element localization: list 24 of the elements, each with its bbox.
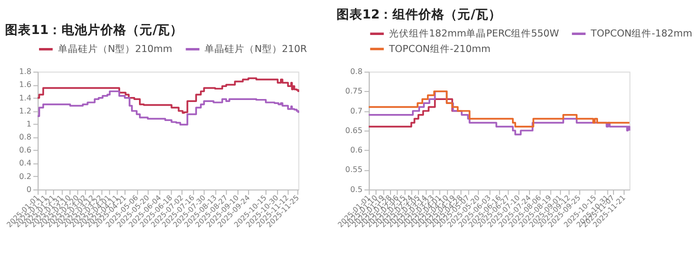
y-tick-label: 1.8 — [19, 67, 32, 76]
y-tick-label: 1 — [26, 119, 32, 128]
y-tick-label: 0.2 — [19, 172, 32, 181]
y-tick-label: 0.5 — [350, 184, 363, 194]
y-tick-label: 0.6 — [350, 146, 363, 155]
y-tick-label: 0.8 — [350, 67, 363, 76]
y-tick-label: 0.8 — [19, 132, 32, 142]
legend-label: 光伏组件182mm单晶PERC组件550W — [389, 28, 560, 40]
legend-label: TOPCON组件-210mm — [388, 42, 491, 55]
legend-label: TOPCON组件-182mm — [590, 28, 692, 40]
y-tick-label: 1.2 — [19, 106, 32, 116]
y-tick-label: 0.65 — [345, 126, 363, 135]
y-tick-label: 0.6 — [19, 146, 32, 155]
y-tick-label: 1.6 — [19, 80, 32, 90]
y-tick-label: 0.75 — [345, 86, 363, 96]
legend-label: 单晶硅片（N型）210mm — [58, 43, 172, 56]
y-tick-label: 0.7 — [350, 106, 363, 116]
legend-label: 单晶硅片（N型）210R — [204, 43, 308, 56]
chart-title: 图表11：电池片价格（元/瓦） — [5, 22, 184, 38]
y-tick-label: 0.4 — [19, 158, 32, 168]
y-tick-label: 0 — [26, 184, 32, 194]
y-tick-label: 0.55 — [345, 165, 363, 174]
chart-title: 图表12：组件价格（元/瓦） — [336, 6, 502, 22]
y-tick-label: 1.4 — [19, 93, 32, 102]
